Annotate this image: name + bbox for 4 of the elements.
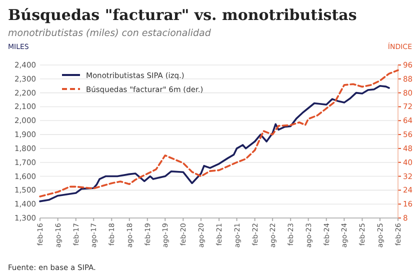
line-series — [39, 69, 399, 198]
chart-subtitle: monotributistas (miles) con estacionalidad — [8, 28, 212, 39]
chart-title: Búsquedas "facturar" vs. monotributistas — [8, 6, 357, 24]
line-series — [39, 84, 390, 202]
